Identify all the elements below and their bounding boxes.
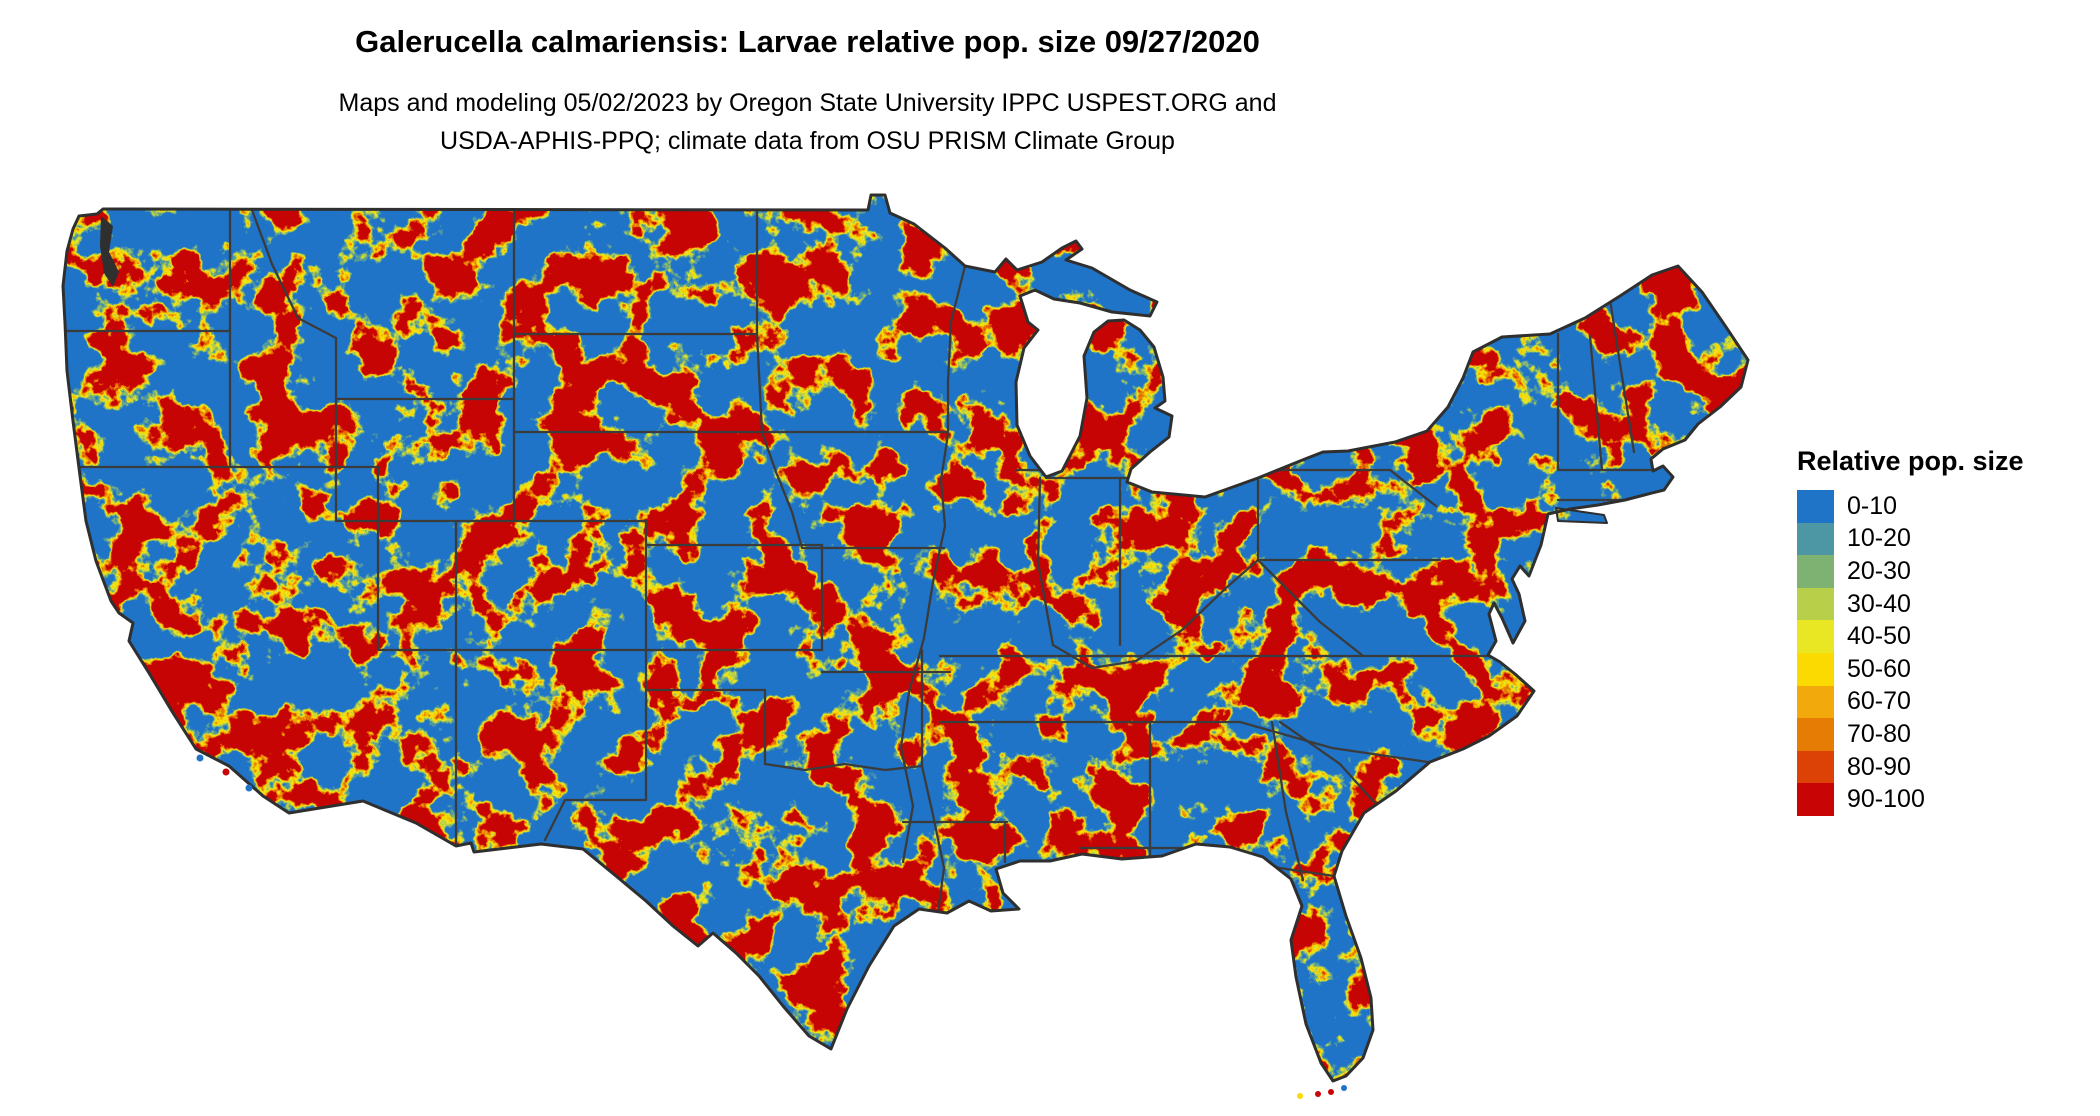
legend-row: 10-20 [1797, 522, 2024, 556]
legend-label: 70-80 [1847, 719, 1911, 748]
state-borders [64, 208, 1652, 915]
legend-label: 10-20 [1847, 524, 1911, 553]
legend-label: 40-50 [1847, 622, 1911, 651]
puget-sound-inlet [100, 216, 119, 287]
long-island-outline [1555, 507, 1608, 524]
legend-label: 0-10 [1847, 491, 1898, 520]
legend-swatch [1797, 587, 1834, 621]
channel-islands [196, 754, 253, 792]
legend-label: 30-40 [1847, 589, 1911, 618]
florida-keys [1297, 1085, 1347, 1099]
legend-swatch [1797, 490, 1834, 523]
legend-swatch [1797, 685, 1834, 719]
legend-label: 90-100 [1847, 785, 1925, 814]
map-subtitle-line2: USDA-APHIS-PPQ; climate data from OSU PR… [440, 127, 1175, 155]
page-title: Galerucella calmariensis: Larvae relativ… [355, 24, 1260, 59]
legend-row: 60-70 [1797, 685, 2024, 719]
legend-row: 50-60 [1797, 652, 2024, 686]
legend-swatch [1797, 652, 1834, 686]
legend-label: 80-90 [1847, 752, 1911, 781]
legend-row: 0-10 [1797, 490, 2024, 523]
legend-row: 80-90 [1797, 750, 2024, 784]
legend-swatch [1797, 620, 1834, 653]
legend-swatch [1797, 555, 1834, 588]
map-legend: Relative pop. size 0-10 10-20 20-30 30-40 40… [1797, 446, 2024, 816]
legend-label: 60-70 [1847, 687, 1911, 716]
legend-swatch [1797, 718, 1834, 751]
conus-outline [61, 193, 1750, 1083]
map-header: Galerucella calmariensis: Larvae relativ… [0, 24, 1615, 160]
raster-fill [63, 195, 1748, 1081]
legend-row: 20-30 [1797, 555, 2024, 588]
legend-swatch [1797, 522, 1834, 556]
legend-row: 70-80 [1797, 718, 2024, 751]
legend-label: 20-30 [1847, 556, 1911, 585]
legend-row: 90-100 [1797, 783, 2024, 816]
legend-row: 40-50 [1797, 620, 2024, 653]
legend-swatch [1797, 750, 1834, 784]
legend-label: 50-60 [1847, 654, 1911, 683]
legend-swatch [1797, 783, 1834, 816]
legend-row: 30-40 [1797, 587, 2024, 621]
legend-title: Relative pop. size [1797, 446, 2024, 476]
legend-rows: 0-10 10-20 20-30 30-40 40-50 50-60 60-70 70-80 8… [1797, 490, 2024, 816]
map-subtitle-line1: Maps and modeling 05/02/2023 by Oregon S… [338, 89, 1277, 117]
